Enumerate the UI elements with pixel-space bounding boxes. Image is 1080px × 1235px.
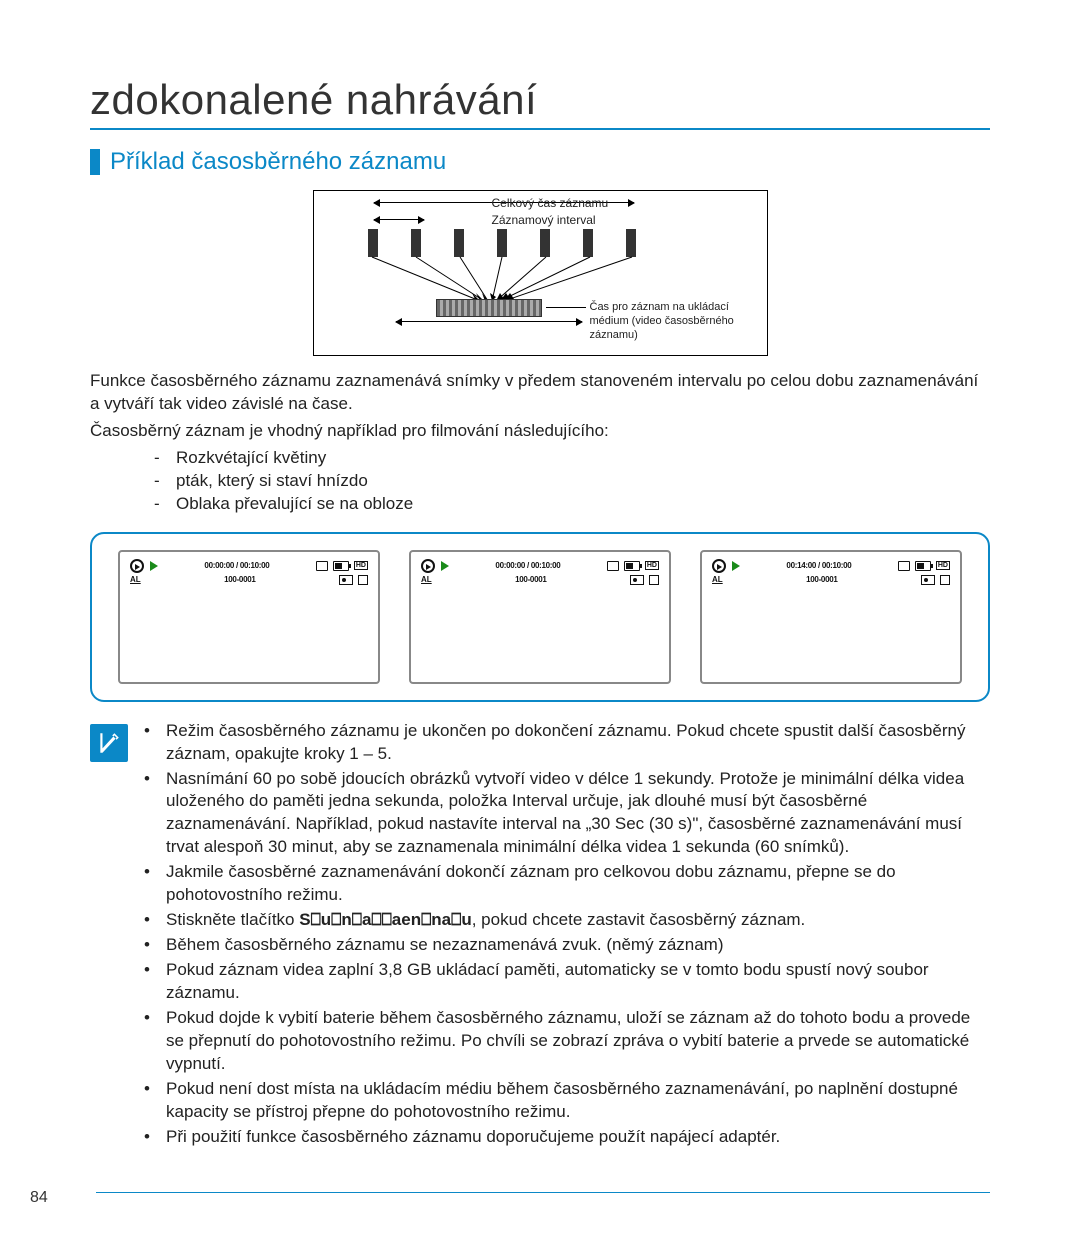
list-item: -pták, který si staví hnízdo xyxy=(154,470,990,493)
bullet-dot: • xyxy=(144,959,166,1005)
play-icon xyxy=(732,561,740,571)
mode-icon xyxy=(421,559,435,573)
example-list: -Rozkvétající květiny-pták, který si sta… xyxy=(154,447,990,516)
grid-icon xyxy=(940,575,950,585)
ab-icon: AL xyxy=(712,575,723,584)
file-number: 100-0001 xyxy=(806,575,837,584)
rec-icon xyxy=(630,575,644,585)
storage-arrow xyxy=(396,321,582,322)
mode-icon xyxy=(130,559,144,573)
note-item: •Nasnímání 60 po sobě jdoucích obrázků v… xyxy=(144,768,990,860)
storage-label: Čas pro záznam na ukládací médium (video… xyxy=(590,301,760,342)
battery-icon xyxy=(915,561,931,571)
camera-screen: 00:14:00 / 00:10:00 HD AL 100-0001 xyxy=(700,550,962,684)
bullet-dot: • xyxy=(144,861,166,907)
bullet-dot: • xyxy=(144,720,166,766)
bullet-dot: • xyxy=(144,1078,166,1124)
card-icon xyxy=(898,561,910,571)
bullet-dot: • xyxy=(144,909,166,932)
note-text: Nasnímání 60 po sobě jdoucích obrázků vy… xyxy=(166,768,990,860)
hd-icon: HD xyxy=(645,561,659,570)
note-item: •Pokud není dost místa na ukládacím médi… xyxy=(144,1078,990,1124)
bullet-dot: • xyxy=(144,934,166,957)
storage-strip xyxy=(436,299,542,317)
battery-icon xyxy=(333,561,349,571)
note-item: •Při použití funkce časosběrného záznamu… xyxy=(144,1126,990,1149)
notes-block: •Režim časosběrného záznamu je ukončen p… xyxy=(90,720,990,1151)
ab-icon: AL xyxy=(130,575,141,584)
card-icon xyxy=(607,561,619,571)
note-text: Stiskněte tlačítko S⎕u⎕n⎕a⎕⎕aen⎕na⎕u, po… xyxy=(166,909,805,932)
bullet-dot: • xyxy=(144,1126,166,1149)
note-item: •Režim časosběrného záznamu je ukončen p… xyxy=(144,720,990,766)
note-item: •Pokud záznam videa zaplní 3,8 GB ukláda… xyxy=(144,959,990,1005)
note-text: Během časosběrného záznamu se nezaznamen… xyxy=(166,934,724,957)
camera-screen: 00:00:00 / 00:10:00 HD AL 100-0001 xyxy=(409,550,671,684)
mode-icon xyxy=(712,559,726,573)
screenshots-panel: 00:00:00 / 00:10:00HDAL100-000100:00:00 … xyxy=(90,532,990,702)
grid-icon xyxy=(649,575,659,585)
note-text: Jakmile časosběrné zaznamenávání dokončí… xyxy=(166,861,990,907)
section-title: Příklad časosběrného záznamu xyxy=(110,148,446,176)
list-item: -Oblaka převalující se na obloze xyxy=(154,493,990,516)
time-counter: 00:00:00 / 00:10:00 xyxy=(204,561,269,570)
bullet-dot: • xyxy=(144,768,166,860)
time-counter: 00:14:00 / 00:10:00 xyxy=(786,561,851,570)
timelapse-diagram: Celkový čas záznamu Záznamový interval Č… xyxy=(313,190,768,356)
total-time-label: Celkový čas záznamu xyxy=(492,196,609,210)
bullet-dot: • xyxy=(144,1007,166,1076)
note-text: Pokud záznam videa zaplní 3,8 GB ukládac… xyxy=(166,959,990,1005)
button-label: S⎕u⎕n⎕a⎕⎕aen⎕na⎕u xyxy=(299,910,471,929)
battery-icon xyxy=(624,561,640,571)
grid-icon xyxy=(358,575,368,585)
camera-screen: 00:00:00 / 00:10:00 HD AL 100-0001 xyxy=(118,550,380,684)
accent-bar xyxy=(90,149,100,175)
note-item: •Pokud dojde k vybití baterie během časo… xyxy=(144,1007,990,1076)
list-item: -Rozkvétající květiny xyxy=(154,447,990,470)
time-counter: 00:00:00 / 00:10:00 xyxy=(495,561,560,570)
note-item: •Jakmile časosběrné zaznamenávání dokonč… xyxy=(144,861,990,907)
connector-line xyxy=(546,307,586,308)
interval-arrow xyxy=(374,219,424,220)
note-text: Pokud není dost místa na ukládacím médiu… xyxy=(166,1078,990,1124)
play-icon xyxy=(441,561,449,571)
hd-icon: HD xyxy=(936,561,950,570)
body-paragraph: Časosběrný záznam je vhodný například pr… xyxy=(90,420,990,443)
rec-icon xyxy=(339,575,353,585)
play-icon xyxy=(150,561,158,571)
section-heading: Příklad časosběrného záznamu xyxy=(90,148,990,176)
rec-icon xyxy=(921,575,935,585)
note-text: Režim časosběrného záznamu je ukončen po… xyxy=(166,720,990,766)
footer-rule xyxy=(96,1192,990,1193)
interval-label: Záznamový interval xyxy=(492,213,596,227)
note-item: •Stiskněte tlačítko S⎕u⎕n⎕a⎕⎕aen⎕na⎕u, p… xyxy=(144,909,990,932)
page-title: zdokonalené nahrávání xyxy=(90,76,990,130)
note-icon xyxy=(90,724,128,762)
body-paragraph: Funkce časosběrného záznamu zaznamenává … xyxy=(90,370,990,416)
note-text: Pokud dojde k vybití baterie během časos… xyxy=(166,1007,990,1076)
ab-icon: AL xyxy=(421,575,432,584)
file-number: 100-0001 xyxy=(224,575,255,584)
hd-icon: HD xyxy=(354,561,368,570)
card-icon xyxy=(316,561,328,571)
note-item: •Během časosběrného záznamu se nezazname… xyxy=(144,934,990,957)
page-number: 84 xyxy=(30,1189,48,1207)
file-number: 100-0001 xyxy=(515,575,546,584)
note-text: Při použití funkce časosběrného záznamu … xyxy=(166,1126,780,1149)
